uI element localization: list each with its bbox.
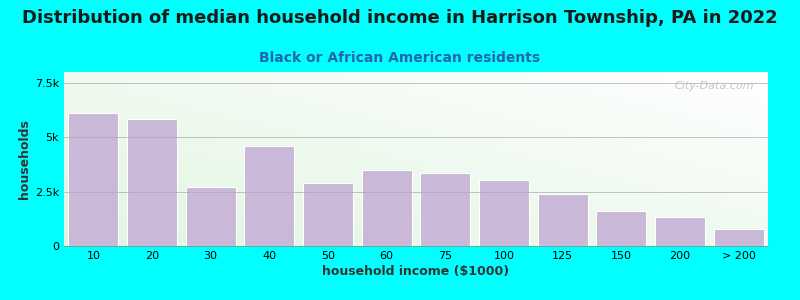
Bar	[69, 113, 118, 246]
Text: Distribution of median household income in Harrison Township, PA in 2022: Distribution of median household income …	[22, 9, 778, 27]
Bar	[714, 229, 763, 246]
Text: City-Data.com: City-Data.com	[674, 81, 754, 91]
Bar	[362, 170, 411, 246]
Bar	[303, 183, 353, 246]
Y-axis label: households: households	[18, 119, 30, 199]
X-axis label: household income ($1000): household income ($1000)	[322, 265, 510, 278]
Bar	[479, 180, 529, 246]
Bar	[596, 211, 646, 246]
Bar	[538, 194, 587, 246]
Bar	[421, 173, 470, 246]
Text: Black or African American residents: Black or African American residents	[259, 51, 541, 65]
Bar	[127, 119, 177, 246]
Bar	[186, 187, 235, 246]
Bar	[245, 146, 294, 246]
Bar	[655, 217, 705, 246]
